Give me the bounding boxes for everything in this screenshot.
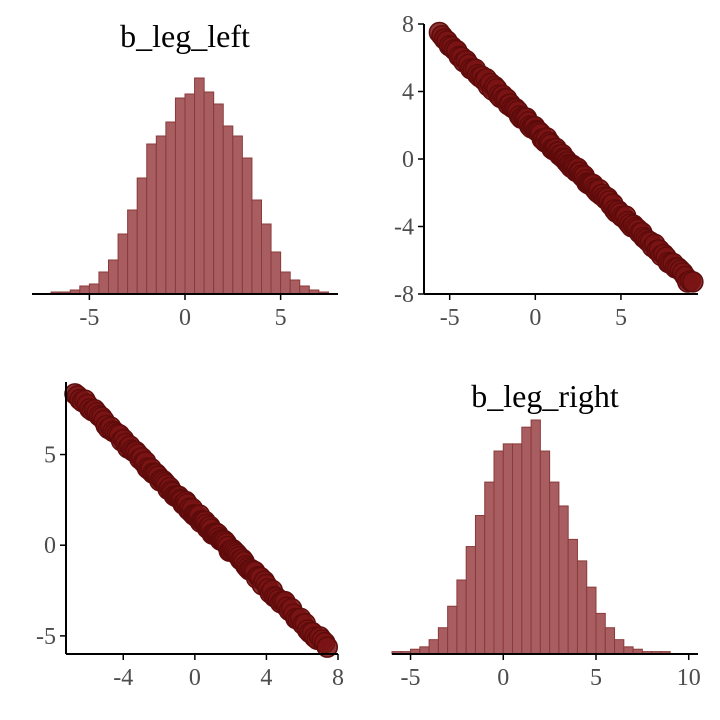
histogram-bar — [623, 646, 634, 655]
histogram-bar — [549, 481, 560, 655]
histogram-bar — [474, 515, 486, 655]
histogram-bar — [270, 251, 282, 295]
x-tick-label: -4 — [113, 665, 133, 691]
x-tick-label: 0 — [529, 305, 541, 331]
histogram-bar — [530, 419, 541, 655]
x-tick-label: 10 — [677, 665, 701, 691]
scatter-point — [682, 271, 704, 293]
histogram-bar — [127, 209, 138, 295]
x-tick-label: 0 — [497, 665, 509, 691]
histogram-bar — [241, 157, 253, 295]
histogram-bar — [222, 125, 234, 295]
histogram-bar — [194, 77, 205, 295]
histogram-bar — [213, 103, 224, 295]
histogram-b-leg-right: b_leg_right -5 0 5 10 — [391, 378, 701, 691]
y-tick-label: -8 — [394, 282, 414, 308]
x-tick-label: -5 — [440, 305, 460, 331]
histogram-bar — [576, 560, 588, 655]
y-tick-label: -4 — [394, 215, 414, 241]
y-tick-label: 0 — [44, 533, 56, 559]
y-tick-label: 4 — [402, 80, 414, 106]
histogram-bar — [437, 627, 449, 655]
scatter-top-right: -5 0 5 -8 -4 0 4 8 — [394, 12, 704, 331]
histogram-bar — [614, 639, 625, 655]
x-tick-label: 5 — [275, 305, 287, 331]
x-tick-label: 0 — [189, 665, 201, 691]
histogram-bar — [493, 450, 504, 655]
histogram-bar — [165, 121, 176, 295]
histogram-bar — [146, 143, 157, 295]
histogram-bar — [604, 627, 616, 655]
histogram-bar — [261, 223, 272, 295]
histogram-bar — [79, 285, 90, 295]
histogram-bar — [117, 233, 129, 295]
histogram-bar — [136, 177, 148, 295]
x-tick-label: 5 — [590, 665, 602, 691]
x-tick-label: 8 — [332, 665, 344, 691]
y-tick-label: 0 — [402, 147, 414, 173]
histogram-bar — [502, 443, 514, 655]
histogram-bar — [203, 91, 215, 295]
x-tick-label: 5 — [615, 305, 627, 331]
y-tick-label: 8 — [402, 12, 414, 38]
histogram-bar — [558, 505, 569, 655]
histogram-bar — [567, 538, 578, 655]
histogram-bar — [595, 612, 606, 655]
histogram-bar — [184, 93, 196, 295]
x-tick-label: -5 — [401, 665, 421, 691]
histogram-bar — [586, 586, 597, 655]
histogram-bar — [299, 285, 310, 295]
histogram-bar — [251, 199, 262, 295]
scatter-bottom-left: -4 0 4 8 -5 0 5 — [36, 382, 344, 691]
histogram-bar — [539, 450, 551, 655]
histogram-bar — [512, 443, 523, 655]
histogram-bar — [88, 283, 100, 295]
histogram-bar — [174, 97, 186, 295]
histogram-bar — [289, 279, 301, 295]
panel-title-b-leg-left: b_leg_left — [120, 18, 250, 54]
histogram-bar — [456, 579, 467, 655]
histogram-bar — [419, 646, 430, 655]
histogram-bar — [447, 605, 458, 655]
histogram-bar — [98, 271, 109, 295]
histogram-bar — [280, 271, 291, 295]
x-tick-label: -5 — [79, 305, 99, 331]
histogram-bar — [465, 546, 476, 655]
histogram-bar — [155, 135, 167, 295]
histogram-b-leg-left: b_leg_left -5 0 5 — [32, 18, 338, 331]
y-tick-label: -5 — [36, 624, 56, 650]
x-tick-label: 0 — [179, 305, 191, 331]
histogram-bar — [108, 259, 119, 295]
scatter-point — [316, 636, 339, 658]
x-tick-label: 4 — [260, 665, 272, 691]
panel-title-b-leg-right: b_leg_right — [471, 378, 619, 414]
y-tick-label: 5 — [44, 443, 56, 469]
histogram-bar — [232, 135, 243, 295]
histogram-bar — [428, 639, 439, 655]
histogram-bar — [484, 481, 495, 655]
histogram-bar — [521, 426, 532, 655]
